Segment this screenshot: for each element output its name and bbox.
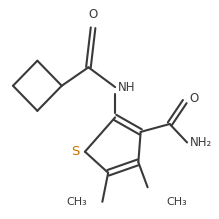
Text: NH: NH [117, 81, 135, 94]
Text: O: O [189, 92, 199, 106]
Text: CH₃: CH₃ [67, 196, 87, 207]
Text: O: O [88, 8, 98, 21]
Text: NH₂: NH₂ [189, 136, 212, 149]
Text: S: S [71, 145, 79, 158]
Text: CH₃: CH₃ [166, 196, 187, 207]
